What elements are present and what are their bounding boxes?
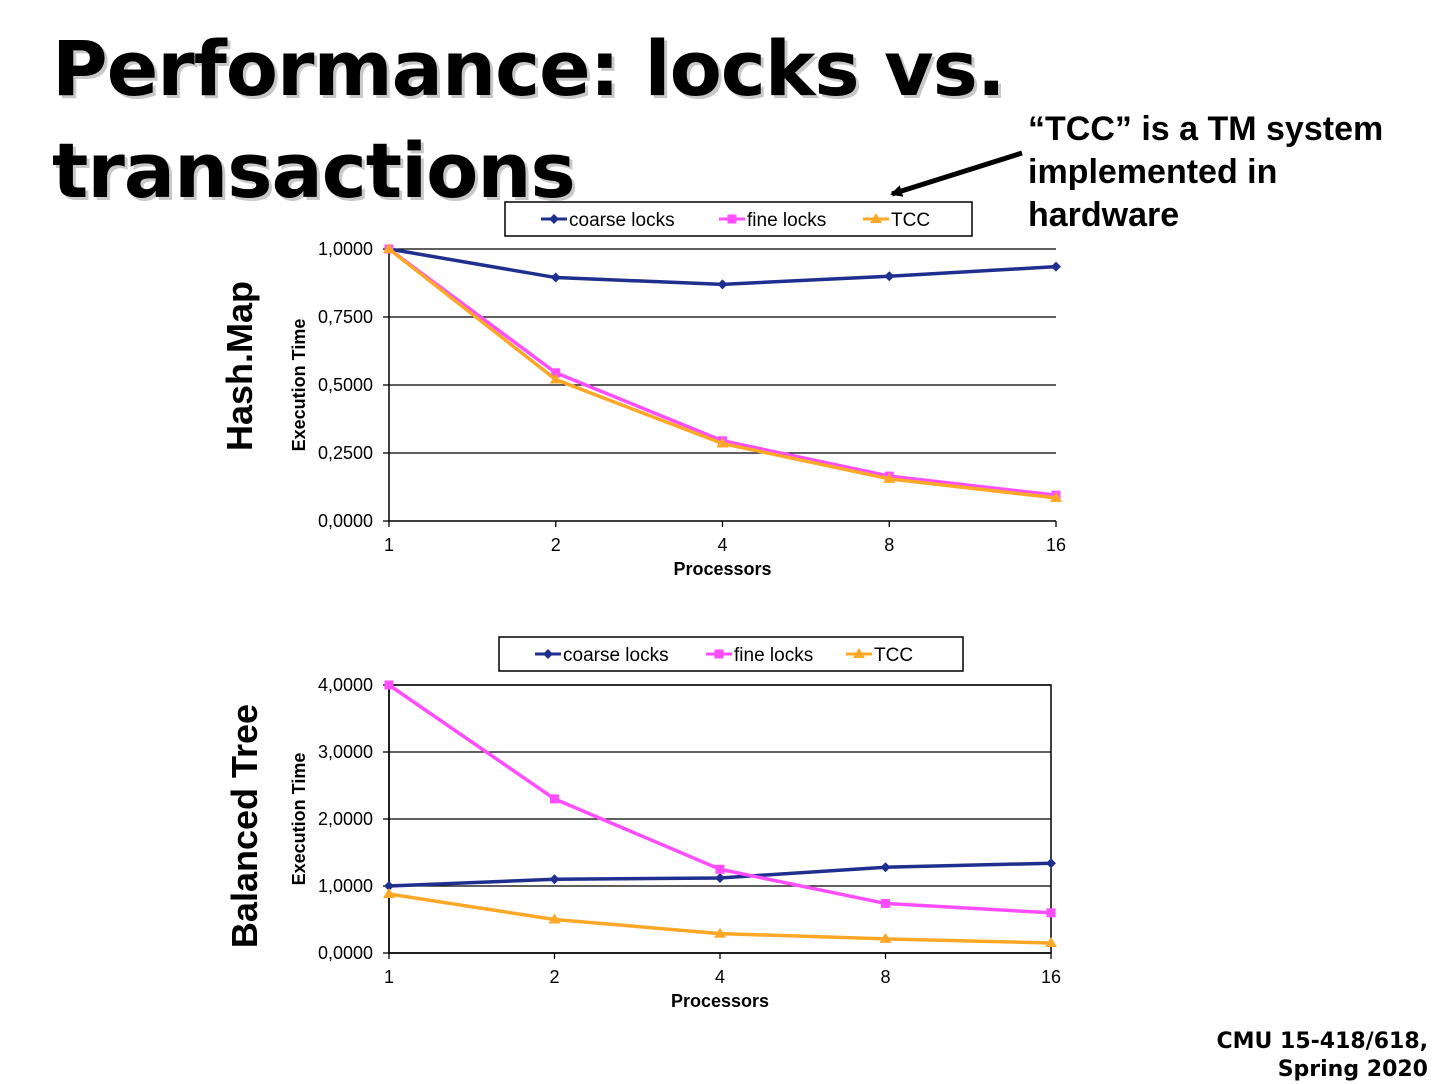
hashmap-legend-label-fine-locks: fine locks — [747, 210, 826, 231]
tree-point-coarse-locks-4 — [715, 872, 725, 883]
hashmap-point-coarse-locks-16 — [1051, 261, 1061, 272]
tree-point-coarse-locks-16 — [1046, 858, 1056, 869]
hashmap-legend-marker-tcc — [870, 213, 882, 223]
footer-line-1: CMU 15-418/618, — [1216, 1029, 1428, 1054]
tree-point-coarse-locks-1 — [384, 881, 394, 891]
slide-title-line-1: Performance: locks vs. — [52, 24, 1006, 113]
tree-x-tick-label: 8 — [880, 967, 890, 987]
tree-y-tick-label: 3,0000 — [318, 742, 373, 762]
hashmap-point-coarse-locks-4 — [717, 279, 728, 290]
tree-panel-label: Balanced Tree — [224, 704, 265, 948]
slide-title-line-2: transactions — [52, 126, 576, 215]
tree-y-tick-label: 0,0000 — [318, 943, 373, 963]
tree-point-tcc-4 — [714, 927, 726, 938]
hashmap-x-tick-label: 2 — [551, 535, 561, 555]
hashmap-y-tick-label: 0,5000 — [318, 375, 373, 395]
hashmap-x-tick-label: 16 — [1046, 535, 1066, 555]
tree-point-tcc-1 — [383, 888, 395, 899]
hashmap-x-tick-label: 8 — [884, 535, 894, 555]
hashmap-x-axis-label: Processors — [673, 559, 771, 579]
tcc-note-line-2: implemented in — [1028, 153, 1278, 191]
footer-line-2: Spring 2020 — [1277, 1057, 1428, 1082]
tree-point-tcc-8 — [879, 932, 892, 943]
hashmap-y-tick-label: 0,2500 — [318, 443, 373, 463]
footer-course-label: CMU 15-418/618, Spring 2020 — [1216, 1028, 1428, 1084]
tree-point-fine-locks-16 — [1046, 908, 1056, 918]
tree-point-coarse-locks-2 — [549, 874, 560, 885]
tree-x-tick-label: 2 — [549, 967, 559, 987]
tcc-arrow-line — [890, 150, 1023, 197]
tree-point-tcc-16 — [1045, 936, 1057, 947]
tree-point-fine-locks-4 — [715, 864, 725, 874]
hashmap-legend-label-coarse-locks: coarse locks — [569, 210, 675, 231]
hashmap-point-coarse-locks-8 — [884, 271, 895, 282]
tcc-note: “TCC” is a TM system implemented in hard… — [1028, 108, 1428, 237]
tree-y-tick-label: 2,0000 — [318, 809, 373, 829]
slide-title: Performance: locks vs. transactions — [52, 18, 1006, 222]
tree-legend-marker-tcc — [853, 648, 865, 658]
tcc-note-line-3: hardware — [1028, 196, 1180, 234]
hashmap-legend-marker-coarse-locks — [549, 214, 559, 224]
hashmap-y-tick-label: 0,0000 — [318, 511, 373, 531]
tree-y-tick-label: 4,0000 — [318, 675, 373, 695]
hashmap-panel-label: Hash.Map — [219, 281, 260, 451]
tree-y-axis-label: Execution Time — [289, 753, 309, 886]
tree-x-axis-label: Processors — [671, 991, 769, 1011]
tree-point-fine-locks-1 — [384, 680, 394, 690]
tree-x-tick-label: 1 — [384, 967, 394, 987]
hashmap-x-tick-label: 4 — [717, 535, 727, 555]
hashmap-y-tick-label: 1,0000 — [318, 239, 373, 259]
hashmap-y-tick-label: 0,7500 — [318, 307, 373, 327]
tree-point-tcc-2 — [548, 913, 561, 924]
tcc-note-line-1: “TCC” is a TM system — [1028, 110, 1384, 148]
tree-x-tick-label: 16 — [1041, 967, 1061, 987]
tree-legend-label-coarse-locks: coarse locks — [563, 645, 669, 666]
hashmap-legend-marker-fine-locks — [727, 214, 737, 224]
hashmap-point-tcc-16 — [1050, 491, 1062, 502]
hashmap-point-fine-locks-2 — [551, 368, 561, 378]
tree-legend-label-fine-locks: fine locks — [734, 645, 813, 666]
hashmap-x-tick-label: 1 — [384, 535, 394, 555]
tree-point-fine-locks-2 — [550, 794, 559, 804]
hashmap-point-coarse-locks-2 — [550, 272, 561, 283]
tree-legend-label-tcc: TCC — [874, 645, 913, 666]
tree-x-tick-label: 4 — [715, 967, 725, 987]
hashmap-point-tcc-2 — [549, 373, 562, 384]
hashmap-y-axis-label: Execution Time — [289, 319, 309, 452]
tree-legend-marker-coarse-locks — [543, 649, 553, 659]
hashmap-point-tcc-4 — [716, 437, 729, 448]
tree-point-coarse-locks-8 — [880, 862, 891, 873]
tree-y-tick-label: 1,0000 — [318, 876, 373, 896]
hashmap-point-tcc-8 — [883, 472, 896, 483]
tree-legend-marker-fine-locks — [714, 649, 724, 659]
hashmap-point-tcc-1 — [383, 243, 395, 253]
hashmap-legend-label-tcc: TCC — [891, 210, 930, 231]
tree-point-fine-locks-8 — [881, 898, 890, 908]
